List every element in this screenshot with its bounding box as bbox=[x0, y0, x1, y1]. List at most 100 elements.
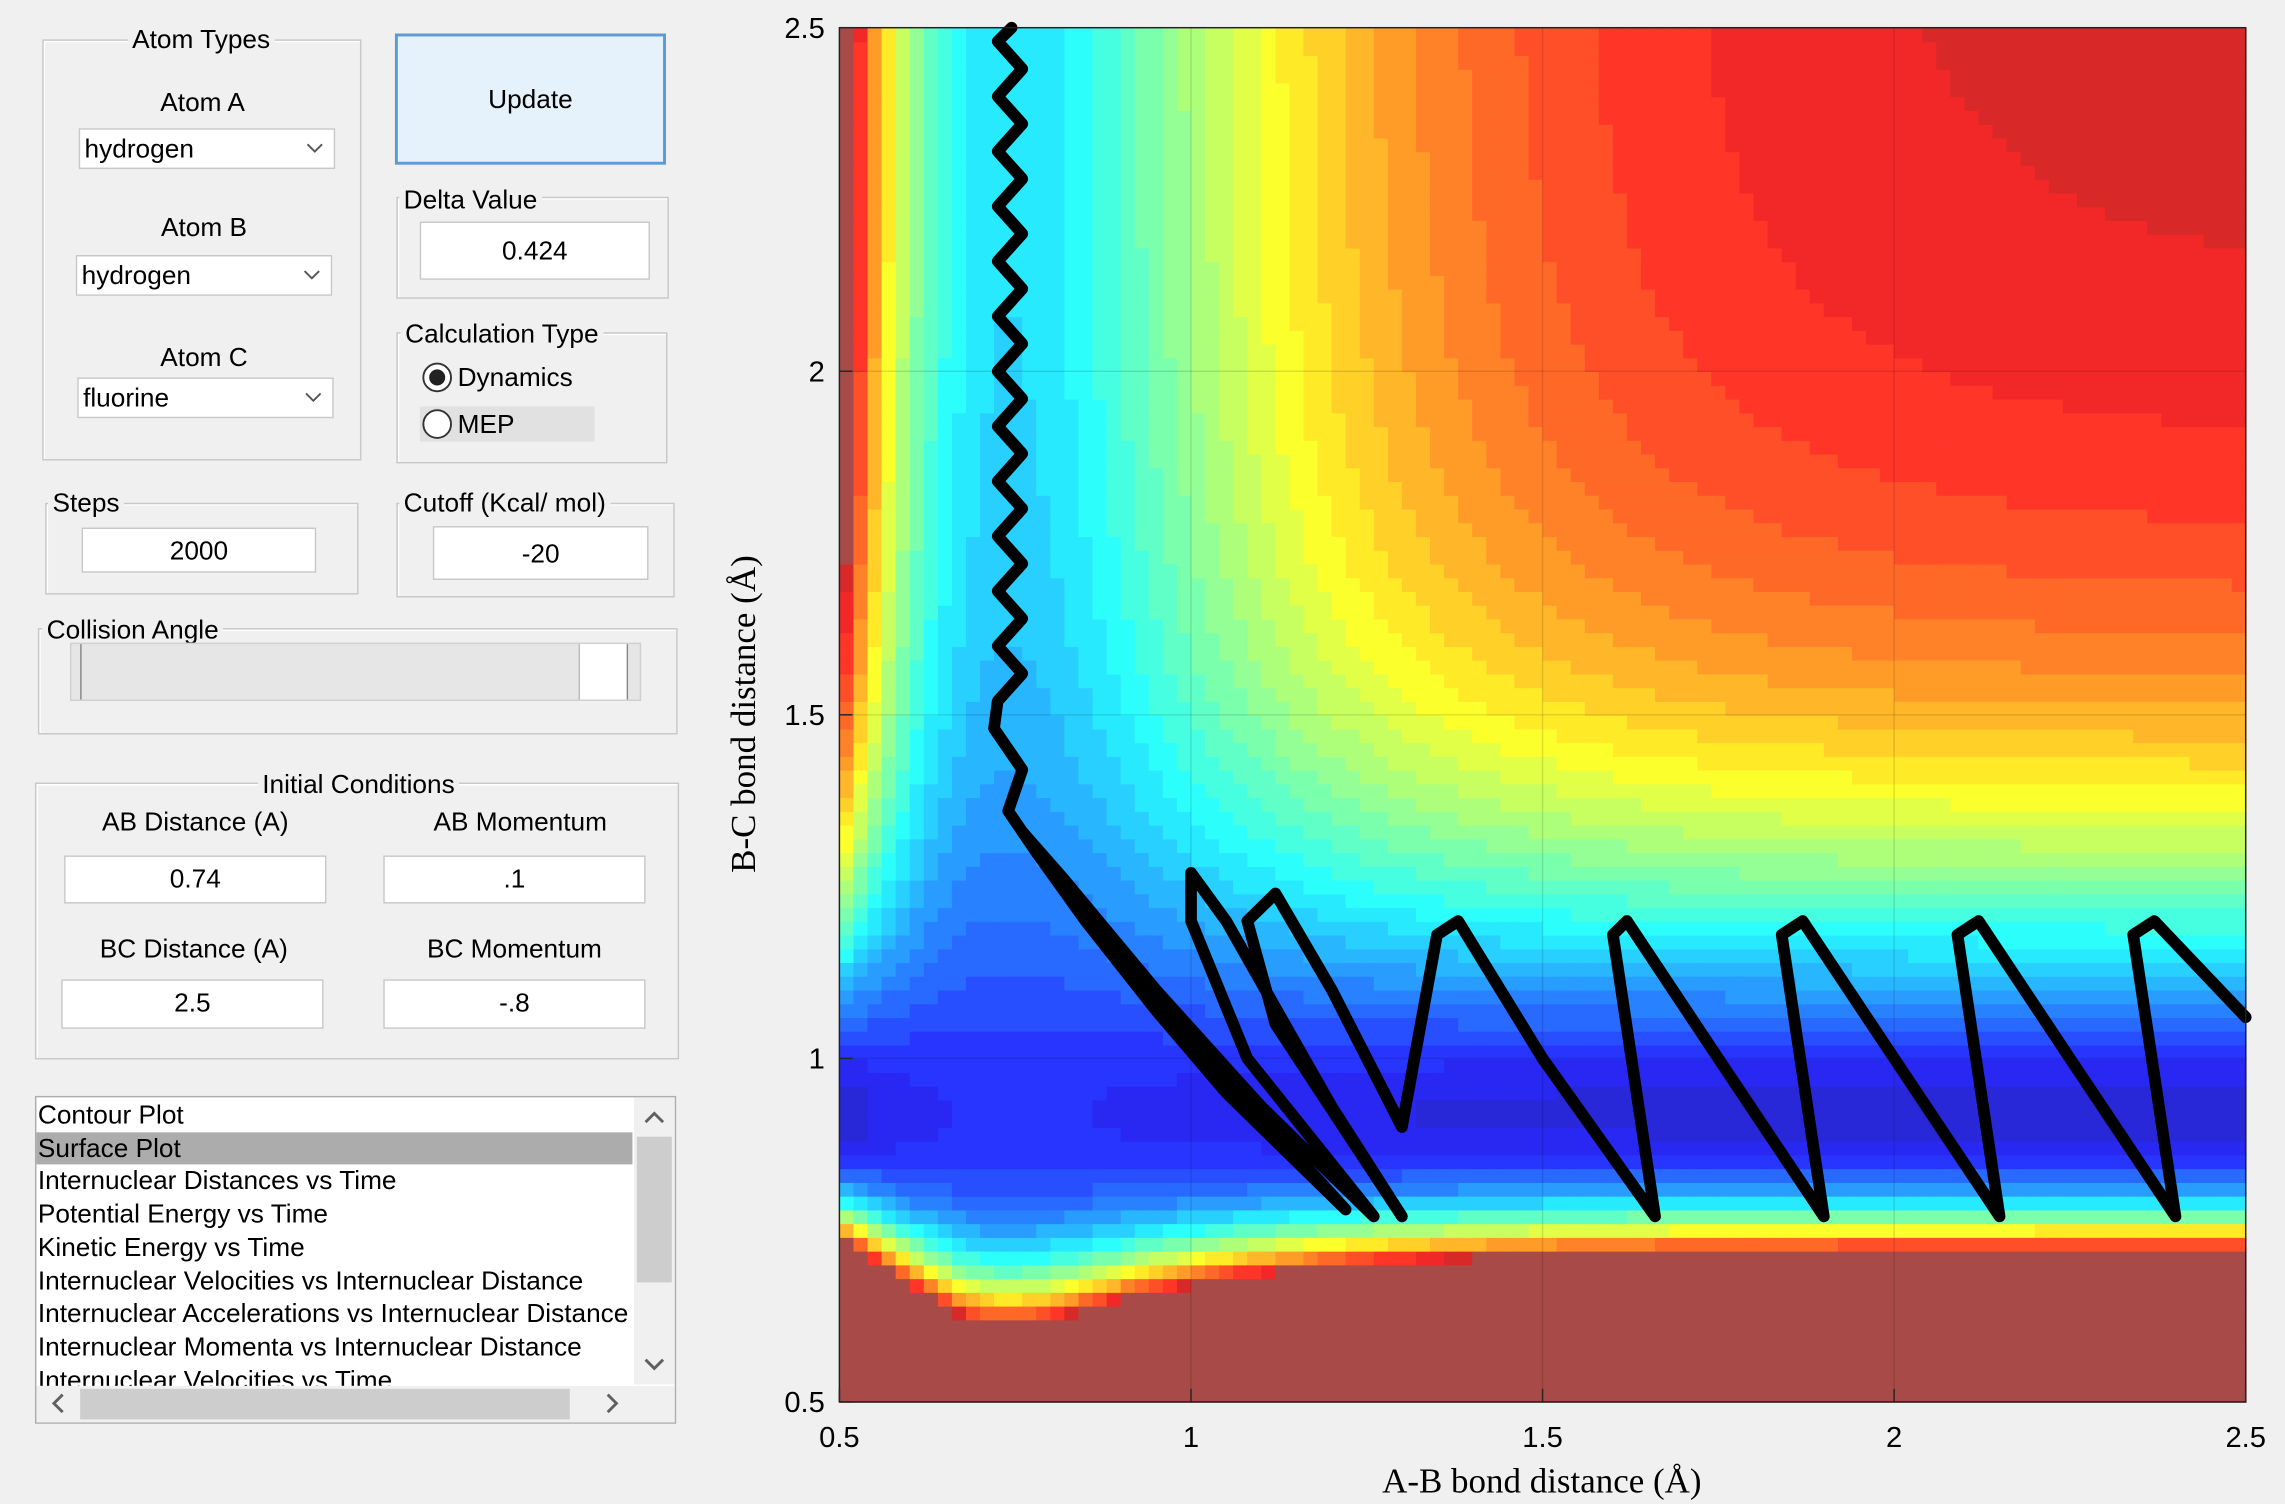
surface-cell bbox=[923, 343, 939, 359]
surface-cell bbox=[994, 110, 1010, 125]
surface-cell bbox=[1415, 41, 1431, 57]
surface-cell bbox=[1472, 453, 1488, 469]
surface-cell bbox=[881, 1140, 897, 1156]
surface-cell bbox=[1415, 55, 1431, 70]
surface-cell bbox=[1162, 522, 1178, 538]
surface-cell bbox=[1430, 824, 1445, 840]
surface-cell bbox=[1176, 962, 1192, 977]
surface-cell bbox=[1500, 96, 1516, 112]
surface-cell bbox=[980, 481, 995, 496]
surface-cell bbox=[1120, 398, 1136, 414]
surface-cell bbox=[1275, 536, 1291, 551]
surface-cell bbox=[1373, 893, 1389, 909]
surface-cell bbox=[1415, 563, 1431, 579]
surface-cell bbox=[965, 55, 981, 70]
surface-cell bbox=[1120, 1017, 1136, 1032]
surface-cell bbox=[1275, 797, 1291, 812]
surface-cell bbox=[951, 508, 967, 524]
surface-cell bbox=[1120, 481, 1136, 496]
surface-cell bbox=[1373, 907, 1389, 922]
surface-cell bbox=[1219, 371, 1235, 386]
surface-cell bbox=[951, 467, 967, 483]
surface-cell bbox=[1205, 632, 1220, 647]
surface-cell bbox=[994, 1072, 1010, 1087]
surface-cell bbox=[1106, 865, 1122, 881]
surface-cell bbox=[951, 275, 967, 290]
surface-cell bbox=[1472, 384, 1488, 400]
surface-cell bbox=[1500, 1030, 1516, 1046]
surface-cell bbox=[1148, 1278, 1164, 1293]
surface-cell bbox=[1134, 865, 1150, 881]
surface-cell bbox=[1205, 1140, 1220, 1156]
surface-cell bbox=[1373, 426, 1389, 441]
surface-cell bbox=[1162, 302, 1178, 318]
surface-cell bbox=[853, 1182, 869, 1197]
surface-cell bbox=[1008, 1058, 1024, 1073]
surface-cell bbox=[1261, 934, 1277, 950]
surface-cell bbox=[1275, 1168, 1291, 1183]
surface-cell bbox=[1317, 1250, 1333, 1266]
surface-cell bbox=[1036, 1168, 1052, 1183]
surface-cell bbox=[965, 178, 981, 194]
surface-cell bbox=[1317, 1264, 1333, 1280]
surface-cell bbox=[1275, 742, 1291, 757]
surface-cell bbox=[1359, 907, 1375, 922]
surface-cell bbox=[1008, 1017, 1024, 1032]
surface-cell bbox=[1148, 852, 1164, 867]
surface-cell bbox=[867, 275, 883, 290]
surface-cell bbox=[1345, 412, 1361, 428]
surface-cell bbox=[937, 783, 953, 799]
surface-cell bbox=[1289, 412, 1305, 428]
surface-cell bbox=[1528, 1017, 1544, 1032]
surface-cell bbox=[1008, 948, 1024, 964]
surface-cell bbox=[1401, 1168, 1417, 1183]
surface-cell bbox=[937, 275, 953, 290]
surface-cell bbox=[1064, 1030, 1080, 1046]
surface-cell bbox=[1064, 68, 1080, 84]
surface-cell bbox=[980, 604, 995, 620]
surface-cell bbox=[923, 1003, 939, 1019]
surface-cell bbox=[895, 27, 911, 43]
surface-cell bbox=[1205, 41, 1220, 57]
surface-cell bbox=[1430, 618, 1445, 634]
surface-cell bbox=[881, 41, 897, 57]
surface-cell bbox=[1289, 604, 1305, 620]
surface-cell bbox=[951, 41, 967, 57]
surface-cell bbox=[1486, 1099, 1502, 1115]
surface-cell bbox=[1444, 797, 1460, 812]
surface-cell bbox=[1500, 742, 1516, 757]
surface-cell bbox=[1162, 632, 1178, 647]
surface-cell bbox=[1415, 110, 1431, 125]
surface-cell bbox=[1205, 82, 1220, 98]
surface-cell bbox=[1514, 1209, 1530, 1225]
surface-cell bbox=[1233, 852, 1249, 867]
surface-cell bbox=[1514, 618, 1530, 634]
surface-cell bbox=[1205, 1168, 1220, 1183]
surface-cell bbox=[839, 68, 855, 84]
surface-cell bbox=[1289, 563, 1305, 579]
surface-cell bbox=[1078, 563, 1094, 579]
surface-cell bbox=[867, 55, 883, 70]
surface-cell bbox=[1387, 989, 1403, 1005]
surface-cell bbox=[1205, 453, 1220, 469]
surface-cell bbox=[1458, 989, 1474, 1005]
surface-cell bbox=[1176, 701, 1192, 716]
surface-cell bbox=[1064, 1182, 1080, 1197]
surface-cell bbox=[1401, 178, 1417, 194]
surface-cell bbox=[1120, 178, 1136, 194]
surface-cell bbox=[853, 1030, 869, 1046]
surface-cell bbox=[1444, 371, 1460, 386]
surface-cell bbox=[1444, 357, 1460, 373]
surface-cell bbox=[1205, 1154, 1220, 1170]
surface-cell bbox=[937, 742, 953, 757]
surface-cell bbox=[951, 522, 967, 538]
surface-cell bbox=[895, 1264, 911, 1280]
surface-cell bbox=[1134, 261, 1150, 276]
surface-cell bbox=[1176, 27, 1192, 43]
surface-cell bbox=[1359, 316, 1375, 331]
surface-cell bbox=[1190, 1319, 1206, 1335]
surface-cell bbox=[839, 1099, 855, 1115]
surface-cell bbox=[1444, 1237, 1460, 1252]
surface-cell bbox=[1247, 659, 1263, 675]
surface-cell bbox=[1064, 1346, 1080, 1362]
